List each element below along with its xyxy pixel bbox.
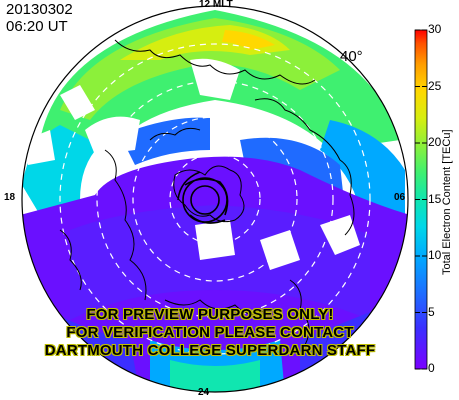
mlt-12-label: 12 MLT: [199, 0, 233, 10]
mlt-06-label: 06: [394, 192, 406, 203]
watermark-line-1: FOR PREVIEW PURPOSES ONLY!: [86, 306, 334, 323]
latitude-label: 40°: [340, 48, 363, 65]
mlt-24-label: 24: [198, 387, 210, 398]
mlt-18-label: 18: [4, 192, 16, 203]
colorbar-tick-label: 15: [428, 192, 442, 206]
colorbar-tick-label: 0: [428, 361, 435, 375]
colorbar-tick-label: 10: [428, 248, 442, 262]
map-boundary: [21, 5, 409, 393]
colorbar-ticks: [415, 29, 427, 370]
colorbar-title: Total Electron Content [TECu]: [441, 129, 453, 275]
colorbar-tick-label: 30: [428, 22, 442, 36]
coastlines: [59, 39, 355, 346]
latitude-gridlines: [59, 43, 371, 355]
colorbar-tick-label: 20: [428, 135, 442, 149]
watermark-line-3: DARTMOUTH COLLEGE SUPERDARN STAFF: [44, 342, 376, 359]
colorbar-tick-label: 25: [428, 79, 442, 93]
tec-fill-layer: [22, 10, 408, 392]
watermark-line-2: FOR VERIFICATION PLEASE CONTACT: [66, 324, 354, 341]
colorbar-tick-label: 5: [428, 305, 435, 319]
convection-contours: [177, 171, 229, 224]
time-label: 06:20 UT: [6, 18, 68, 35]
date-label: 20130302: [6, 1, 73, 18]
